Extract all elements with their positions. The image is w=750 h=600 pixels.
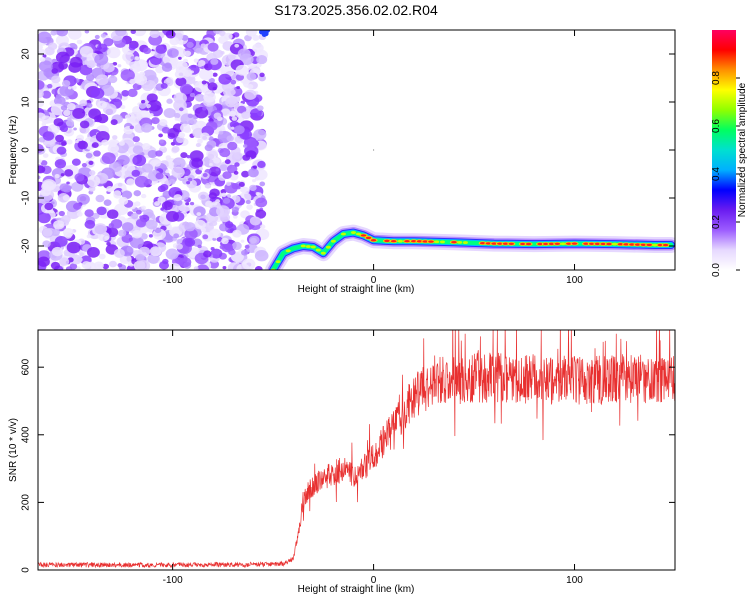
x-tick-label: 100 <box>566 275 583 286</box>
y-tick-label: 20 <box>21 48 32 60</box>
snr-xlabel: Height of straight line (km) <box>298 584 415 595</box>
colorbar-ticks: 0.0 0.2 0.4 0.6 0.8 <box>711 71 740 277</box>
colorbar-tick-label: 0.6 <box>711 119 722 133</box>
y-tick-label: 600 <box>21 358 32 375</box>
spectrogram-ylabel: Frequency (Hz) <box>8 116 19 185</box>
y-tick-label: -20 <box>21 238 32 253</box>
x-tick-label: -100 <box>163 575 183 586</box>
y-tick-label: 200 <box>21 494 32 511</box>
snr-axes-frame <box>37 329 676 571</box>
x-tick-label: -100 <box>163 275 183 286</box>
x-tick-label: 100 <box>566 575 583 586</box>
y-tick-label: 0 <box>21 147 32 153</box>
figure-title: S173.2025.356.02.02.R04 <box>274 2 438 18</box>
colorbar-label: Normalized spectral amplitude <box>737 82 748 217</box>
snr-series-line <box>38 330 675 569</box>
colorbar-tick-label: 0.4 <box>711 167 722 181</box>
colorbar: 0.0 0.2 0.4 0.6 0.8 Normalized spectral ampl… <box>711 30 748 277</box>
y-tick-label: 0 <box>21 567 32 573</box>
snr-ylabel: SNR (10 * v/v) <box>8 418 19 482</box>
colorbar-tick-label: 0.8 <box>711 71 722 85</box>
x-tick-label: 0 <box>371 275 377 286</box>
colorbar-gradient <box>712 30 736 270</box>
spectrogram-xlabel: Height of straight line (km) <box>298 284 415 295</box>
snr-panel: -100 0 100 0 200 400 600 Height of straight li… <box>8 329 676 595</box>
spectrogram-image <box>38 30 675 270</box>
x-tick-label: 0 <box>371 575 377 586</box>
snr-ticks: -100 0 100 0 200 400 600 <box>21 330 675 586</box>
colorbar-tick-label: 0.0 <box>711 263 722 277</box>
y-tick-label: 10 <box>21 96 32 108</box>
y-tick-label: -10 <box>21 190 32 205</box>
y-tick-label: 400 <box>21 426 32 443</box>
colorbar-tick-label: 0.2 <box>711 215 722 229</box>
